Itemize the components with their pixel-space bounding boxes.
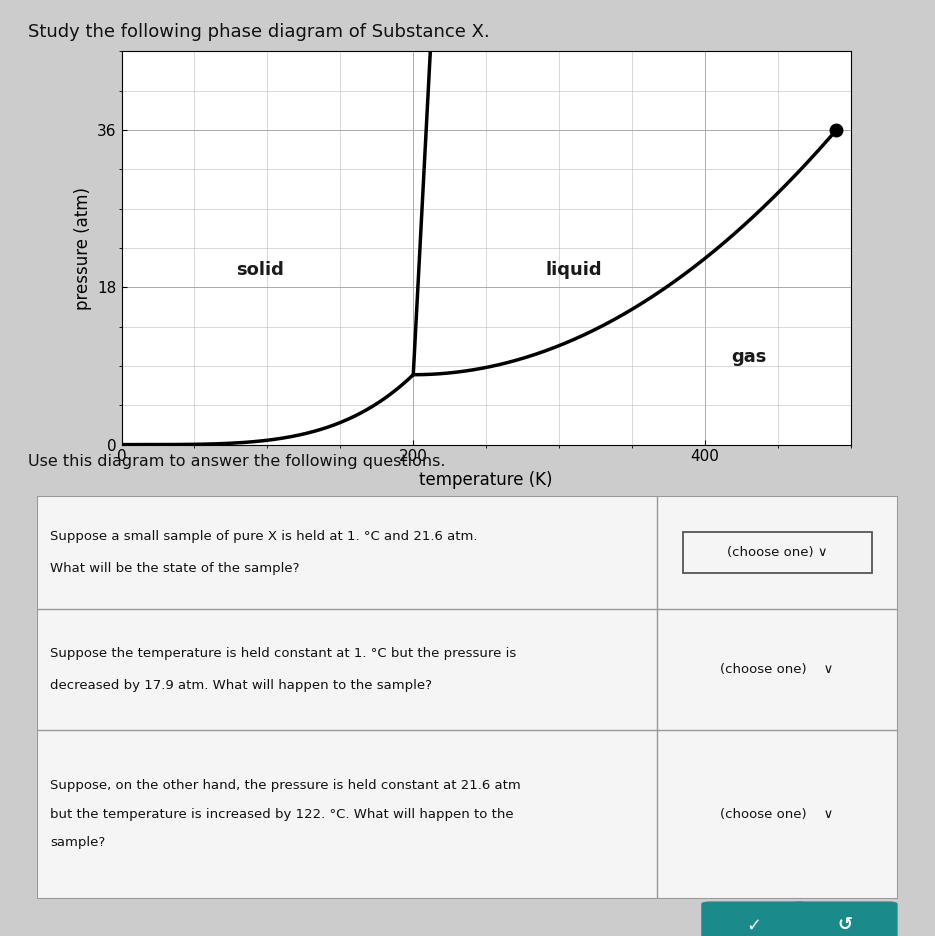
Text: ↺: ↺	[837, 916, 852, 934]
Text: decreased by 17.9 atm. What will happen to the sample?: decreased by 17.9 atm. What will happen …	[50, 679, 432, 692]
Text: solid: solid	[237, 261, 284, 279]
Text: Suppose the temperature is held constant at 1. °C but the pressure is: Suppose the temperature is held constant…	[50, 647, 516, 660]
Text: (choose one)    ∨: (choose one) ∨	[721, 808, 834, 821]
Text: sample?: sample?	[50, 836, 106, 849]
Text: (choose one) ∨: (choose one) ∨	[726, 546, 827, 559]
Y-axis label: pressure (atm): pressure (atm)	[74, 186, 92, 310]
Text: What will be the state of the sample?: What will be the state of the sample?	[50, 562, 300, 575]
Text: gas: gas	[731, 348, 767, 366]
Text: liquid: liquid	[545, 261, 602, 279]
Text: (choose one)    ∨: (choose one) ∨	[721, 663, 834, 676]
FancyBboxPatch shape	[792, 901, 898, 936]
FancyBboxPatch shape	[701, 901, 807, 936]
X-axis label: temperature (K): temperature (K)	[420, 472, 553, 490]
Text: ✓: ✓	[747, 916, 762, 934]
Text: Suppose, on the other hand, the pressure is held constant at 21.6 atm: Suppose, on the other hand, the pressure…	[50, 780, 521, 793]
Text: Use this diagram to answer the following questions.: Use this diagram to answer the following…	[28, 454, 446, 469]
Text: Study the following phase diagram of Substance X.: Study the following phase diagram of Sub…	[28, 23, 490, 41]
Text: Suppose a small sample of pure X is held at 1. °C and 21.6 atm.: Suppose a small sample of pure X is held…	[50, 530, 478, 543]
Text: but the temperature is increased by 122. °C. What will happen to the: but the temperature is increased by 122.…	[50, 808, 514, 821]
Bar	[683, 533, 871, 573]
